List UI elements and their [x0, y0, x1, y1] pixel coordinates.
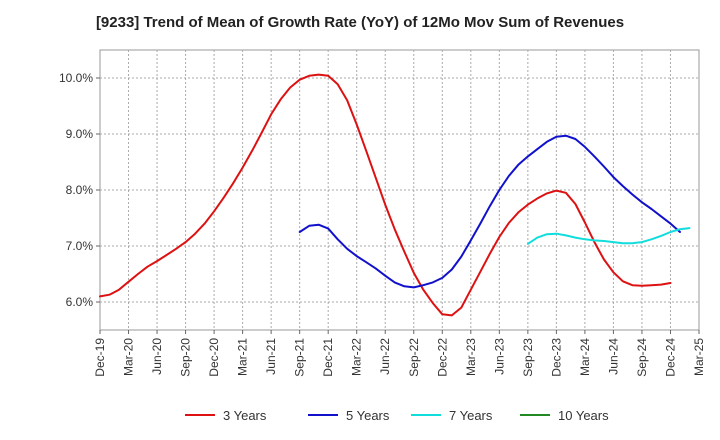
x-tick-label: Dec-24: [663, 338, 677, 377]
y-tick-label: 6.0%: [66, 295, 94, 309]
x-tick-label: Sep-20: [179, 338, 193, 377]
series-line-1: [99, 73, 672, 317]
y-tick-label: 9.0%: [66, 127, 94, 141]
x-tick-label: Mar-20: [122, 338, 136, 376]
legend-label: 7 Years: [449, 408, 493, 423]
x-tick-label: Sep-21: [293, 338, 307, 377]
x-tick-label: Mar-24: [578, 338, 592, 376]
x-tick-label: Jun-23: [492, 338, 506, 375]
x-tick-label: Mar-23: [464, 338, 478, 376]
x-tick-label: Mar-21: [236, 338, 250, 376]
x-tick-label: Jun-21: [264, 338, 278, 375]
x-tick-label: Jun-22: [378, 338, 392, 375]
legend-label: 5 Years: [346, 408, 390, 423]
y-tick-label: 7.0%: [66, 239, 94, 253]
x-tick-label: Dec-21: [321, 338, 335, 377]
x-tick-label: Sep-23: [521, 338, 535, 377]
x-tick-label: Mar-22: [350, 338, 364, 376]
series-line-3: [526, 227, 691, 245]
x-tick-label: Mar-25: [692, 338, 706, 376]
chart-title: [9233] Trend of Mean of Growth Rate (YoY…: [95, 14, 625, 31]
y-tick-label: 10.0%: [59, 71, 93, 85]
legend-label: 3 Years: [223, 408, 267, 423]
x-tick-label: Dec-19: [93, 338, 107, 377]
x-tick-label: Jun-20: [150, 338, 164, 375]
x-tick-label: Dec-23: [549, 338, 563, 377]
x-tick-label: Dec-22: [435, 338, 449, 377]
y-tick-label: 8.0%: [66, 183, 94, 197]
x-tick-label: Jun-24: [606, 338, 620, 375]
legend-label: 10 Years: [558, 408, 609, 423]
x-tick-label: Sep-22: [407, 338, 421, 377]
series-line-2: [298, 134, 681, 289]
x-tick-label: Dec-20: [207, 338, 221, 377]
x-tick-label: Sep-24: [635, 338, 649, 377]
